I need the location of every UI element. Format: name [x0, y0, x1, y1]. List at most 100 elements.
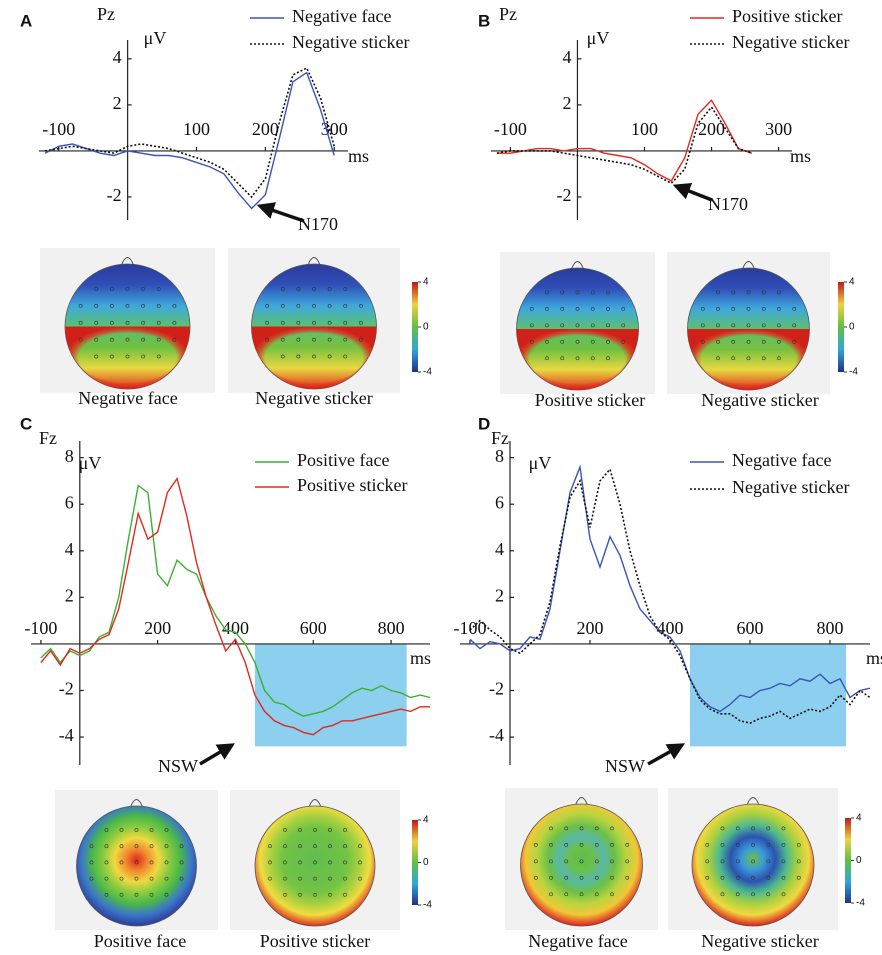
electrode	[343, 320, 348, 325]
electrode	[579, 875, 584, 880]
electrode	[78, 320, 83, 325]
electrode	[119, 828, 124, 832]
electrode	[164, 844, 169, 849]
colorbar-tick-label: 4	[849, 277, 855, 288]
electrode	[735, 826, 740, 831]
electrode	[575, 356, 580, 361]
electrode	[796, 859, 801, 864]
y-unit: μV	[529, 453, 552, 473]
electrode	[777, 290, 781, 295]
electrode	[735, 892, 740, 897]
electrode	[156, 337, 161, 342]
electrode	[700, 306, 705, 311]
electrode	[735, 859, 740, 864]
electrode	[179, 876, 184, 881]
electrode	[610, 892, 614, 897]
highlight-region	[690, 643, 846, 747]
electrode	[104, 844, 109, 849]
electrode	[119, 876, 124, 881]
electrode	[296, 303, 301, 308]
electrode	[358, 876, 362, 881]
electrode	[343, 828, 347, 832]
electrode	[781, 859, 786, 864]
topomap-head	[76, 805, 197, 927]
electrode	[327, 354, 332, 359]
electrode	[716, 290, 720, 295]
electrode	[156, 287, 161, 291]
electrode	[579, 842, 584, 847]
topomap-label: Positive sticker	[535, 390, 646, 410]
x-tick-label: 800	[817, 618, 844, 638]
electrode	[89, 844, 94, 849]
electrode	[296, 337, 301, 342]
annotation-arrow	[672, 182, 713, 202]
panel-2: C -100 200 400 600 800 8 6 4 2 -2 -4 Fz μV ms Positive …	[20, 414, 432, 951]
electrode	[172, 303, 177, 308]
electrode	[134, 876, 139, 881]
panel-letter: C	[20, 414, 32, 433]
annotation-arrow	[647, 743, 686, 766]
electrode	[343, 876, 347, 881]
electrode	[545, 323, 549, 328]
electrode	[125, 337, 130, 342]
electrode	[312, 320, 316, 325]
electrode	[761, 339, 766, 344]
series-line	[40, 484, 431, 717]
electrode	[313, 844, 317, 849]
electrode	[621, 339, 626, 344]
electrode	[529, 323, 534, 328]
electrode	[283, 828, 287, 832]
electrode	[268, 876, 272, 881]
series-line	[497, 99, 753, 182]
y-tick-label: 2	[113, 93, 122, 113]
electrode	[796, 842, 801, 847]
annotation-arrow	[256, 202, 305, 223]
electrode	[109, 287, 114, 291]
electrode	[792, 306, 797, 311]
electrode	[94, 337, 99, 342]
electrode	[716, 323, 720, 328]
topomap-nose	[742, 261, 755, 270]
electrode	[119, 860, 124, 865]
annotation-arrow	[199, 743, 236, 766]
topomap-nose	[575, 797, 588, 806]
electrode	[280, 287, 285, 291]
x-tick-label: 400	[222, 618, 249, 638]
electrode	[705, 859, 710, 864]
x-unit: ms	[348, 146, 369, 166]
electrode	[564, 859, 569, 864]
electrode	[312, 303, 316, 308]
electrode	[358, 844, 362, 849]
electrode	[283, 876, 287, 881]
electrode	[590, 339, 595, 344]
electrode	[280, 337, 285, 342]
electrode	[343, 337, 348, 342]
y-tick-label: 4	[113, 47, 122, 67]
electrode	[625, 859, 630, 864]
electrode	[720, 842, 725, 847]
x-tick-label: -100	[494, 119, 527, 139]
electrode	[280, 354, 285, 359]
series-line	[40, 476, 430, 736]
electrode	[796, 875, 801, 880]
electrode	[549, 826, 553, 831]
legend-label: Negative face	[292, 6, 391, 26]
legend-label: Negative sticker	[732, 477, 849, 497]
x-unit: ms	[410, 648, 431, 668]
topomap-label: Negative sticker	[255, 388, 372, 408]
electrode	[781, 892, 786, 897]
electrode	[621, 323, 626, 328]
electrode	[119, 844, 124, 849]
electrode	[751, 892, 755, 897]
electrode	[579, 892, 584, 897]
y-tick-label: -2	[59, 679, 74, 699]
electrode	[328, 860, 332, 865]
x-tick-label: -100	[24, 618, 57, 638]
electrode	[358, 337, 363, 342]
x-tick-label: 600	[737, 618, 764, 638]
colorbar-tick-label: 0	[856, 855, 862, 866]
electrode	[313, 828, 317, 832]
electrode	[343, 860, 347, 865]
x-tick-label: 300	[765, 119, 792, 139]
electrode	[545, 356, 549, 361]
